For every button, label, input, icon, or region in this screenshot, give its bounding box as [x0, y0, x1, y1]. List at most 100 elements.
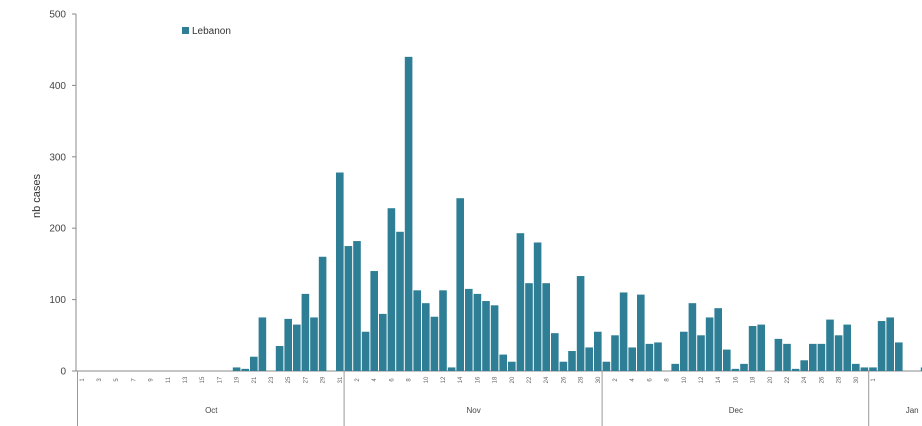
- bar: [284, 318, 292, 371]
- bar: [508, 361, 516, 371]
- bar: [568, 351, 576, 371]
- bar: [774, 338, 783, 371]
- x-day-label: 8: [407, 378, 413, 382]
- bar: [473, 293, 482, 371]
- bar: [576, 276, 585, 371]
- bar: [843, 324, 851, 371]
- bar: [361, 331, 370, 371]
- x-day-label: 15: [200, 376, 206, 383]
- bar: [456, 198, 464, 371]
- bar: [250, 356, 258, 371]
- bar: [413, 290, 421, 371]
- bar: [439, 290, 447, 371]
- month-label: Dec: [729, 406, 743, 415]
- x-day-label: 1: [80, 378, 86, 382]
- bar: [258, 317, 267, 371]
- x-day-label: 9: [149, 378, 155, 382]
- bar: [800, 360, 808, 371]
- bar-series-lebanon: [232, 56, 922, 372]
- bar: [465, 288, 473, 371]
- x-day-label: 6: [389, 378, 395, 382]
- bar: [516, 233, 525, 371]
- bar: [430, 316, 439, 371]
- x-day-label: 13: [183, 376, 189, 383]
- x-day-label: 4: [630, 378, 636, 382]
- x-day-label: 16: [733, 376, 739, 383]
- month-label: Oct: [205, 406, 218, 415]
- x-axis-months: Oct Nov Dec Jan: [77, 371, 919, 426]
- x-day-label: 8: [665, 378, 671, 382]
- x-day-label: 17: [217, 376, 223, 383]
- x-day-label: 27: [303, 376, 309, 383]
- bar: [387, 208, 396, 371]
- x-day-label: 28: [837, 376, 843, 383]
- bar: [877, 321, 886, 371]
- x-day-label: 25: [286, 376, 292, 383]
- bar: [370, 271, 378, 371]
- month-label: Jan: [906, 406, 919, 415]
- bar: [293, 324, 301, 371]
- bar: [310, 317, 318, 371]
- bar: [628, 347, 636, 371]
- bar: [791, 368, 800, 371]
- x-day-label: 30: [596, 376, 602, 383]
- bar: [740, 363, 748, 371]
- x-day-label: 20: [510, 376, 516, 383]
- x-day-label: 19: [235, 376, 241, 383]
- bar: [232, 367, 241, 371]
- bar: [809, 343, 817, 371]
- bar: [731, 368, 740, 371]
- x-day-label: 16: [475, 376, 481, 383]
- x-day-label: 14: [716, 376, 722, 383]
- bar: [895, 342, 903, 371]
- bar: [637, 294, 645, 371]
- bar: [318, 256, 327, 371]
- x-day-label: 3: [97, 378, 103, 382]
- x-day-label: 12: [699, 376, 705, 383]
- bar: [594, 331, 602, 371]
- bar: [817, 343, 826, 371]
- x-day-label: 18: [493, 376, 499, 383]
- bar: [619, 292, 628, 371]
- bar: [834, 335, 843, 371]
- bar: [783, 343, 791, 371]
- bar: [422, 303, 430, 371]
- bar: [748, 326, 757, 371]
- x-day-label: 21: [252, 376, 258, 383]
- x-day-label: 2: [613, 378, 619, 382]
- bar: [680, 331, 688, 371]
- y-tick-label: 0: [60, 367, 66, 378]
- x-day-label: 4: [372, 378, 378, 382]
- x-day-label: 26: [819, 376, 825, 383]
- x-day-label: 20: [768, 376, 774, 383]
- x-day-label: 2: [355, 378, 361, 382]
- bar: [533, 242, 542, 371]
- bar: [499, 354, 507, 371]
- x-day-label: 7: [131, 378, 137, 382]
- bar: [654, 342, 662, 371]
- bar: [886, 317, 894, 371]
- x-day-label: 10: [424, 376, 430, 383]
- bar: [344, 246, 353, 371]
- y-tick-label: 300: [49, 152, 66, 163]
- bar: [645, 343, 654, 371]
- y-tick-label: 200: [49, 224, 66, 235]
- y-tick-label: 100: [49, 295, 66, 306]
- legend-swatch: [182, 27, 189, 34]
- bar: [551, 333, 559, 371]
- bar: [275, 346, 284, 371]
- bar: [379, 313, 387, 371]
- bar: [723, 349, 731, 371]
- bar: [852, 363, 860, 371]
- bar: [697, 335, 705, 371]
- y-axis-title: nb cases: [31, 173, 43, 218]
- x-day-label: 12: [441, 376, 447, 383]
- bar: [301, 293, 310, 371]
- y-tick-label: 400: [49, 81, 66, 92]
- x-axis-day-labels: 1 3 5 7 9 11 13 15 17 19 21 23 25 27 29 31 2 4 6 8 10 12 14 16 1…: [80, 376, 877, 383]
- x-day-label: 24: [544, 376, 550, 383]
- bar: [396, 231, 404, 371]
- x-day-label: 28: [579, 376, 585, 383]
- bar: [585, 347, 593, 371]
